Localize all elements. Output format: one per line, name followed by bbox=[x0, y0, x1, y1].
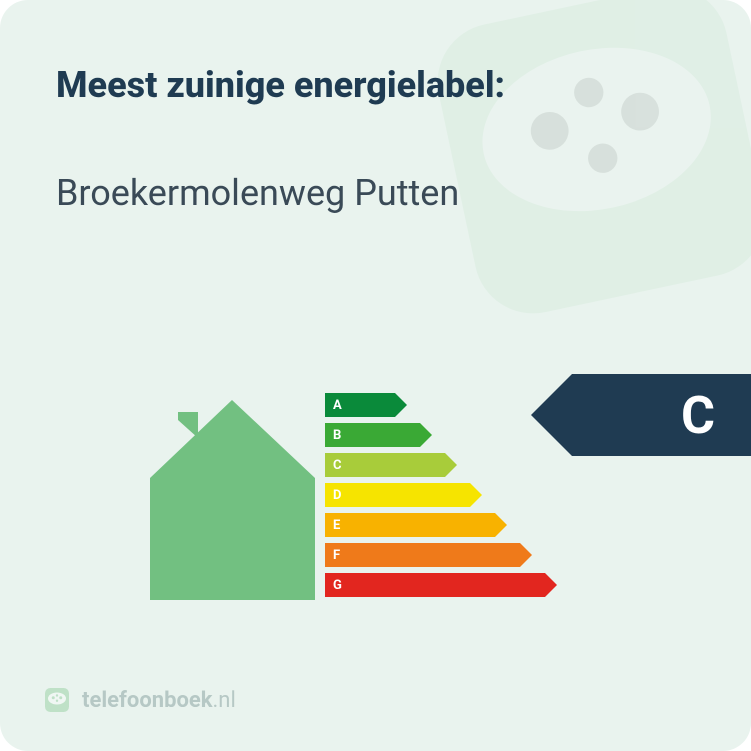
bar-label: B bbox=[333, 423, 341, 447]
bar-arrow-icon bbox=[325, 513, 507, 537]
bar-label: A bbox=[333, 393, 342, 417]
brand-icon bbox=[42, 685, 72, 715]
bar-label: E bbox=[333, 513, 340, 537]
footer: telefoonboek.nl bbox=[42, 685, 236, 715]
brand-text: telefoonboek.nl bbox=[82, 688, 236, 713]
bar-label: C bbox=[333, 453, 342, 477]
page-title: Meest zuinige energielabel: bbox=[56, 64, 505, 106]
bar-arrow-icon bbox=[325, 573, 557, 597]
location-subtitle: Broekermolenweg Putten bbox=[56, 172, 459, 214]
house-icon bbox=[150, 400, 315, 600]
brand-name: telefoonboek bbox=[82, 688, 213, 713]
bar-arrow-icon bbox=[325, 543, 532, 567]
brand-tld: .nl bbox=[213, 688, 236, 713]
bar-label: D bbox=[333, 483, 341, 507]
bar-arrow-icon bbox=[325, 453, 457, 477]
rating-badge: C bbox=[531, 374, 751, 456]
bar-label: G bbox=[333, 573, 342, 597]
card: Meest zuinige energielabel: Broekermolen… bbox=[0, 0, 751, 751]
bar-arrow-icon bbox=[325, 483, 482, 507]
bar-label: F bbox=[333, 543, 340, 567]
rating-arrow-icon bbox=[531, 374, 751, 456]
rating-letter: C bbox=[681, 385, 715, 446]
